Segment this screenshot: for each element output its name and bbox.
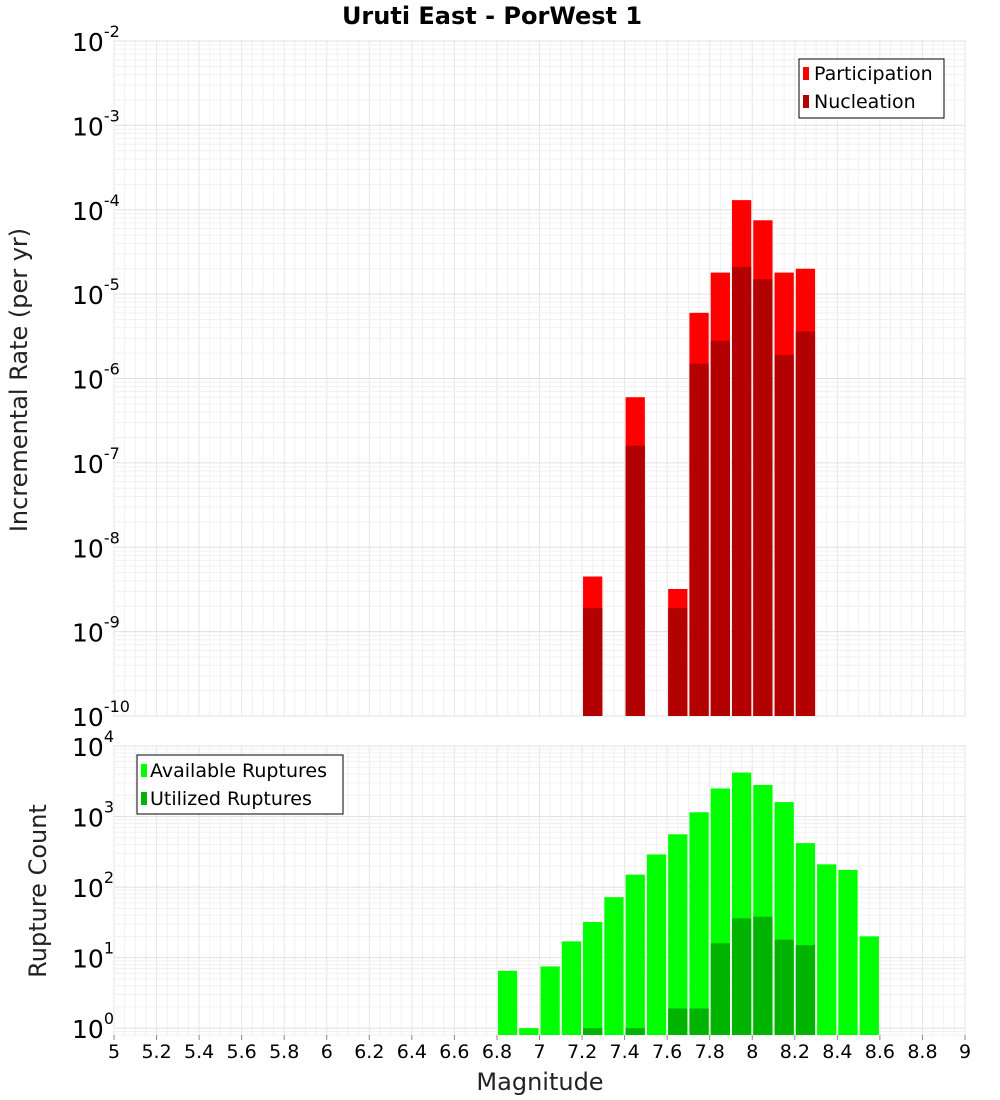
legend-swatch-participation xyxy=(803,67,809,80)
nucleation-bar xyxy=(668,608,688,716)
nucleation-bar xyxy=(795,331,816,716)
nucleation-bar xyxy=(625,445,645,716)
rate-panel: 10-10 10-9 10-8 10-7 10-6 10-5 10-4 10-3 10-2 In… xyxy=(5,22,966,732)
legend-swatch-nucleation xyxy=(803,95,809,108)
x-axis-label: Magnitude xyxy=(476,1068,603,1096)
available-ruptures-bar xyxy=(604,897,624,1035)
rate-y-tick-label: 10-4 xyxy=(72,191,120,226)
legend-swatch-utilized xyxy=(141,792,147,805)
nucleation-bar xyxy=(583,608,603,716)
utilized-ruptures-bar xyxy=(753,916,773,1035)
x-tick-label: 5.6 xyxy=(227,1041,257,1063)
rate-y-tick-label: 10-6 xyxy=(72,360,120,395)
available-ruptures-bar xyxy=(583,921,603,1035)
legend-swatch-available xyxy=(141,764,147,777)
count-y-tick-label: 102 xyxy=(72,868,114,903)
utilized-ruptures-bar xyxy=(795,945,816,1035)
x-tick-label: 6.4 xyxy=(397,1041,427,1063)
rate-y-tick-label: 10-5 xyxy=(72,275,120,310)
utilized-ruptures-bar xyxy=(583,1028,603,1035)
count-y-tick-label: 104 xyxy=(72,727,114,762)
x-tick-label: 5.2 xyxy=(141,1041,171,1063)
rate-y-tick-label: 10-2 xyxy=(72,22,120,57)
x-tick-label: 7.6 xyxy=(652,1041,682,1063)
available-ruptures-bar xyxy=(668,834,688,1035)
x-tick-label: 7.4 xyxy=(609,1041,639,1063)
chart-title: Uruti East - PorWest 1 xyxy=(342,2,642,30)
rate-y-tick-label: 10-9 xyxy=(72,613,120,648)
x-tick-label: 5.8 xyxy=(269,1041,299,1063)
x-tick-label: 7.2 xyxy=(567,1041,597,1063)
legend-label-participation: Participation xyxy=(814,63,933,85)
count-y-tick-label: 100 xyxy=(72,1009,114,1044)
count-y-ticks: 100 101 102 103 104 xyxy=(72,727,114,1044)
x-tick-label: 5.4 xyxy=(184,1041,214,1063)
rate-y-tick-label: 10-8 xyxy=(72,528,120,563)
legend-label-utilized: Utilized Ruptures xyxy=(150,788,312,810)
available-ruptures-bar xyxy=(817,864,837,1035)
available-ruptures-bar xyxy=(646,854,667,1035)
count-y-tick-label: 103 xyxy=(72,798,114,833)
x-tick-label: 8.2 xyxy=(780,1041,810,1063)
rate-y-axis-label: Incremental Rate (per yr) xyxy=(5,228,33,532)
nucleation-bar xyxy=(689,363,709,716)
available-ruptures-bar xyxy=(859,936,879,1035)
count-panel: 100 101 102 103 104 5 5.2 5.4 5.6 5.8 6 6.2 6.4 6.6 6… xyxy=(24,727,971,1096)
x-tick-label: 6.6 xyxy=(439,1041,469,1063)
x-tick-label: 5 xyxy=(108,1041,120,1063)
nucleation-bar xyxy=(731,266,752,716)
utilized-ruptures-bar xyxy=(689,1008,709,1035)
x-tick-label: 8.4 xyxy=(822,1041,852,1063)
x-tick-label: 8.8 xyxy=(907,1041,937,1063)
count-legend-box xyxy=(136,754,344,815)
utilized-ruptures-bar xyxy=(625,1028,645,1035)
x-tick-label: 7 xyxy=(533,1041,545,1063)
available-ruptures-bar xyxy=(519,1028,539,1035)
available-ruptures-bar xyxy=(561,941,582,1035)
rate-y-tick-label: 10-3 xyxy=(72,106,120,141)
nucleation-bar xyxy=(774,354,794,716)
available-ruptures-bar xyxy=(540,966,560,1035)
x-tick-label: 6.2 xyxy=(354,1041,384,1063)
available-ruptures-bar xyxy=(497,970,518,1035)
count-y-tick-label: 101 xyxy=(72,939,114,974)
rate-y-ticks: 10-10 10-9 10-8 10-7 10-6 10-5 10-4 10-3 10-2 xyxy=(72,22,130,732)
legend-label-nucleation: Nucleation xyxy=(814,91,916,113)
nucleation-bar xyxy=(710,340,730,716)
count-y-axis-label: Rupture Count xyxy=(24,804,52,978)
rate-bars xyxy=(583,200,816,717)
x-tick-label: 9 xyxy=(959,1041,971,1063)
x-tick-label: 8.6 xyxy=(865,1041,895,1063)
rate-legend-box xyxy=(798,58,945,119)
available-ruptures-bar xyxy=(625,874,645,1035)
rate-y-tick-label: 10-7 xyxy=(72,444,120,479)
count-legend: Available Ruptures Utilized Ruptures xyxy=(136,754,344,815)
utilized-ruptures-bar xyxy=(731,918,752,1035)
x-tick-label: 7.8 xyxy=(695,1041,725,1063)
available-ruptures-bar xyxy=(838,869,858,1035)
utilized-ruptures-bar xyxy=(710,943,730,1035)
rate-y-tick-label: 10-10 xyxy=(72,697,130,732)
count-bars xyxy=(497,772,879,1035)
x-tick-label: 6 xyxy=(321,1041,333,1063)
utilized-ruptures-bar xyxy=(668,1008,688,1035)
legend-label-available: Available Ruptures xyxy=(150,760,327,782)
x-tick-label: 8 xyxy=(746,1041,758,1063)
rate-legend: Participation Nucleation xyxy=(798,58,945,119)
rate-grid xyxy=(113,40,966,717)
x-tick-label: 6.8 xyxy=(482,1041,512,1063)
nucleation-bar xyxy=(753,279,773,716)
available-ruptures-bar xyxy=(689,812,709,1035)
utilized-ruptures-bar xyxy=(774,939,794,1035)
magnitude-x-ticks: 5 5.2 5.4 5.6 5.8 6 6.2 6.4 6.6 6.8 7 7.2 7.4 7.6 7.8 8… xyxy=(108,1035,971,1063)
